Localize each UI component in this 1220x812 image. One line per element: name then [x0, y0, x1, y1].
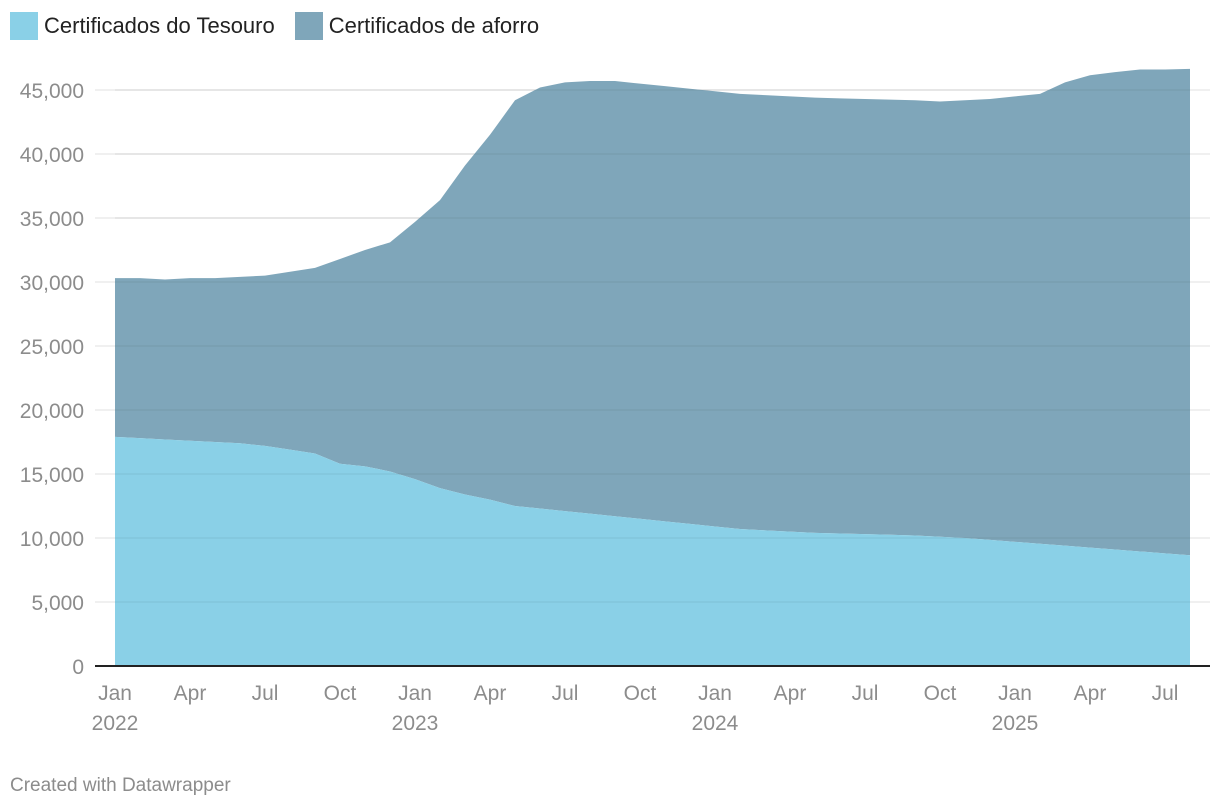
- x-tick-year-label: 2023: [392, 712, 439, 735]
- legend-item-certificados-de-aforro: Certificados de aforro: [294, 12, 540, 40]
- x-tick-label: Apr: [774, 682, 807, 705]
- x-tick-year-label: 2022: [92, 712, 139, 735]
- datawrapper-credit: Created with Datawrapper: [10, 775, 231, 796]
- y-tick-label: 40,000: [20, 144, 84, 167]
- y-tick-label: 30,000: [20, 272, 84, 295]
- x-tick-label: Jan: [98, 682, 132, 705]
- x-tick-label: Jul: [1152, 682, 1179, 705]
- legend-swatch-tesouro: [10, 12, 38, 40]
- stacked-area-chart: 0 5,000 10,000 15,000 20,000 25,000 30,000 35,0…: [20, 68, 1210, 735]
- legend-label-aforro: Certificados de aforro: [328, 13, 540, 38]
- legend-swatch-aforro: [294, 12, 323, 40]
- y-tick-label: 20,000: [20, 400, 84, 423]
- y-tick-label: 45,000: [20, 80, 84, 103]
- x-tick-label: Jul: [252, 682, 279, 705]
- x-tick-label: Jul: [552, 682, 579, 705]
- y-tick-label: 0: [72, 656, 84, 679]
- area-certificados-de-aforro: [115, 68, 1190, 556]
- y-tick-label: 35,000: [20, 208, 84, 231]
- y-tick-label: 25,000: [20, 336, 84, 359]
- chart-legend: Certificados do Tesouro Certificados de …: [10, 12, 559, 40]
- x-tick-label: Oct: [324, 682, 357, 705]
- x-tick-label: Jan: [398, 682, 432, 705]
- x-tick-label: Jan: [698, 682, 732, 705]
- y-tick-label: 5,000: [31, 592, 84, 615]
- y-tick-label: 10,000: [20, 528, 84, 551]
- x-tick-label: Apr: [1074, 682, 1107, 705]
- legend-label-tesouro: Certificados do Tesouro: [44, 13, 275, 38]
- x-tick-label: Apr: [474, 682, 507, 705]
- x-tick-label: Apr: [174, 682, 207, 705]
- area-certificados-do-tesouro: [115, 436, 1190, 666]
- x-tick-label: Jan: [998, 682, 1032, 705]
- x-tick-label: Jul: [852, 682, 879, 705]
- x-tick-label: Oct: [624, 682, 657, 705]
- legend-item-certificados-do-tesouro: Certificados do Tesouro: [10, 12, 275, 40]
- y-tick-label: 15,000: [20, 464, 84, 487]
- x-tick-year-label: 2024: [692, 712, 739, 735]
- x-tick-label: Oct: [924, 682, 957, 705]
- x-tick-year-label: 2025: [992, 712, 1039, 735]
